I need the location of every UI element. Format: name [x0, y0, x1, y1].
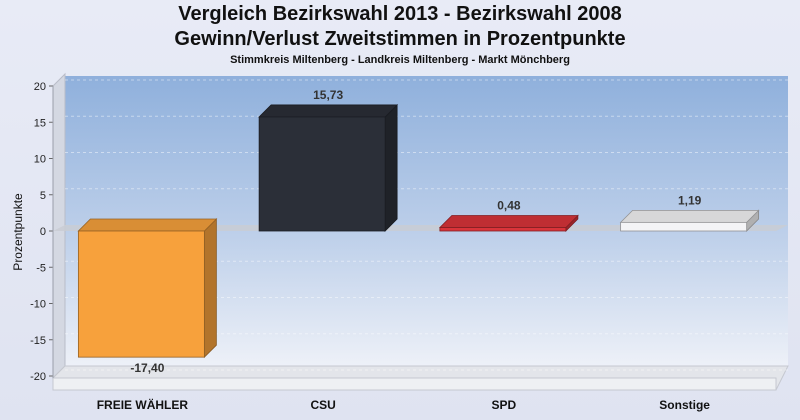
zero-plane [53, 225, 788, 231]
chart-title-line-1: Vergleich Bezirkswahl 2013 - Bezirkswahl… [178, 3, 622, 25]
bar-top-face [619, 209, 760, 223]
bar-side-face [203, 218, 217, 359]
bar-front-face [77, 230, 205, 358]
y-tick-label: 10 [34, 154, 46, 166]
bar-front-face [439, 227, 567, 232]
chart-title-line-2: Gewinn/Verlust Zweitstimmen in Prozentpu… [174, 28, 626, 50]
y-axis-label: Prozentpunkte [11, 193, 25, 271]
y-tick-label: 15 [34, 117, 46, 129]
bar-top-face [77, 218, 218, 232]
y-tick-label: -5 [36, 262, 46, 274]
y-tick-label: -15 [30, 335, 46, 347]
bar-front-face [258, 116, 386, 232]
data-label: 15,73 [313, 88, 343, 102]
bar-sonstige [619, 209, 760, 232]
data-label: -17,40 [130, 361, 164, 375]
bar-top-face [258, 104, 399, 118]
plot-floor-front [52, 377, 777, 391]
bar-front-face [620, 221, 748, 232]
y-tick-label: 5 [40, 190, 46, 202]
x-tick-label: Sonstige [659, 398, 710, 412]
bar-spd [438, 214, 579, 232]
bar-csu [258, 103, 399, 232]
bar-freie-w-hler [77, 218, 218, 359]
x-tick-label: FREIE WÄHLER [97, 397, 189, 412]
x-tick-label: SPD [492, 398, 517, 412]
y-tick-label: -20 [30, 371, 46, 383]
x-tick-label: CSU [310, 398, 335, 412]
bar-side-face [384, 103, 398, 232]
y-tick-label: 0 [40, 226, 46, 238]
data-label: 0,48 [497, 199, 521, 213]
y-tick-label: 20 [34, 81, 46, 93]
y-tick-label: -10 [30, 299, 46, 311]
data-label: 1,19 [678, 193, 702, 207]
bar-top-face [438, 215, 579, 228]
chart-subtitle: Stimmkreis Miltenberg - Landkreis Milten… [230, 54, 570, 66]
